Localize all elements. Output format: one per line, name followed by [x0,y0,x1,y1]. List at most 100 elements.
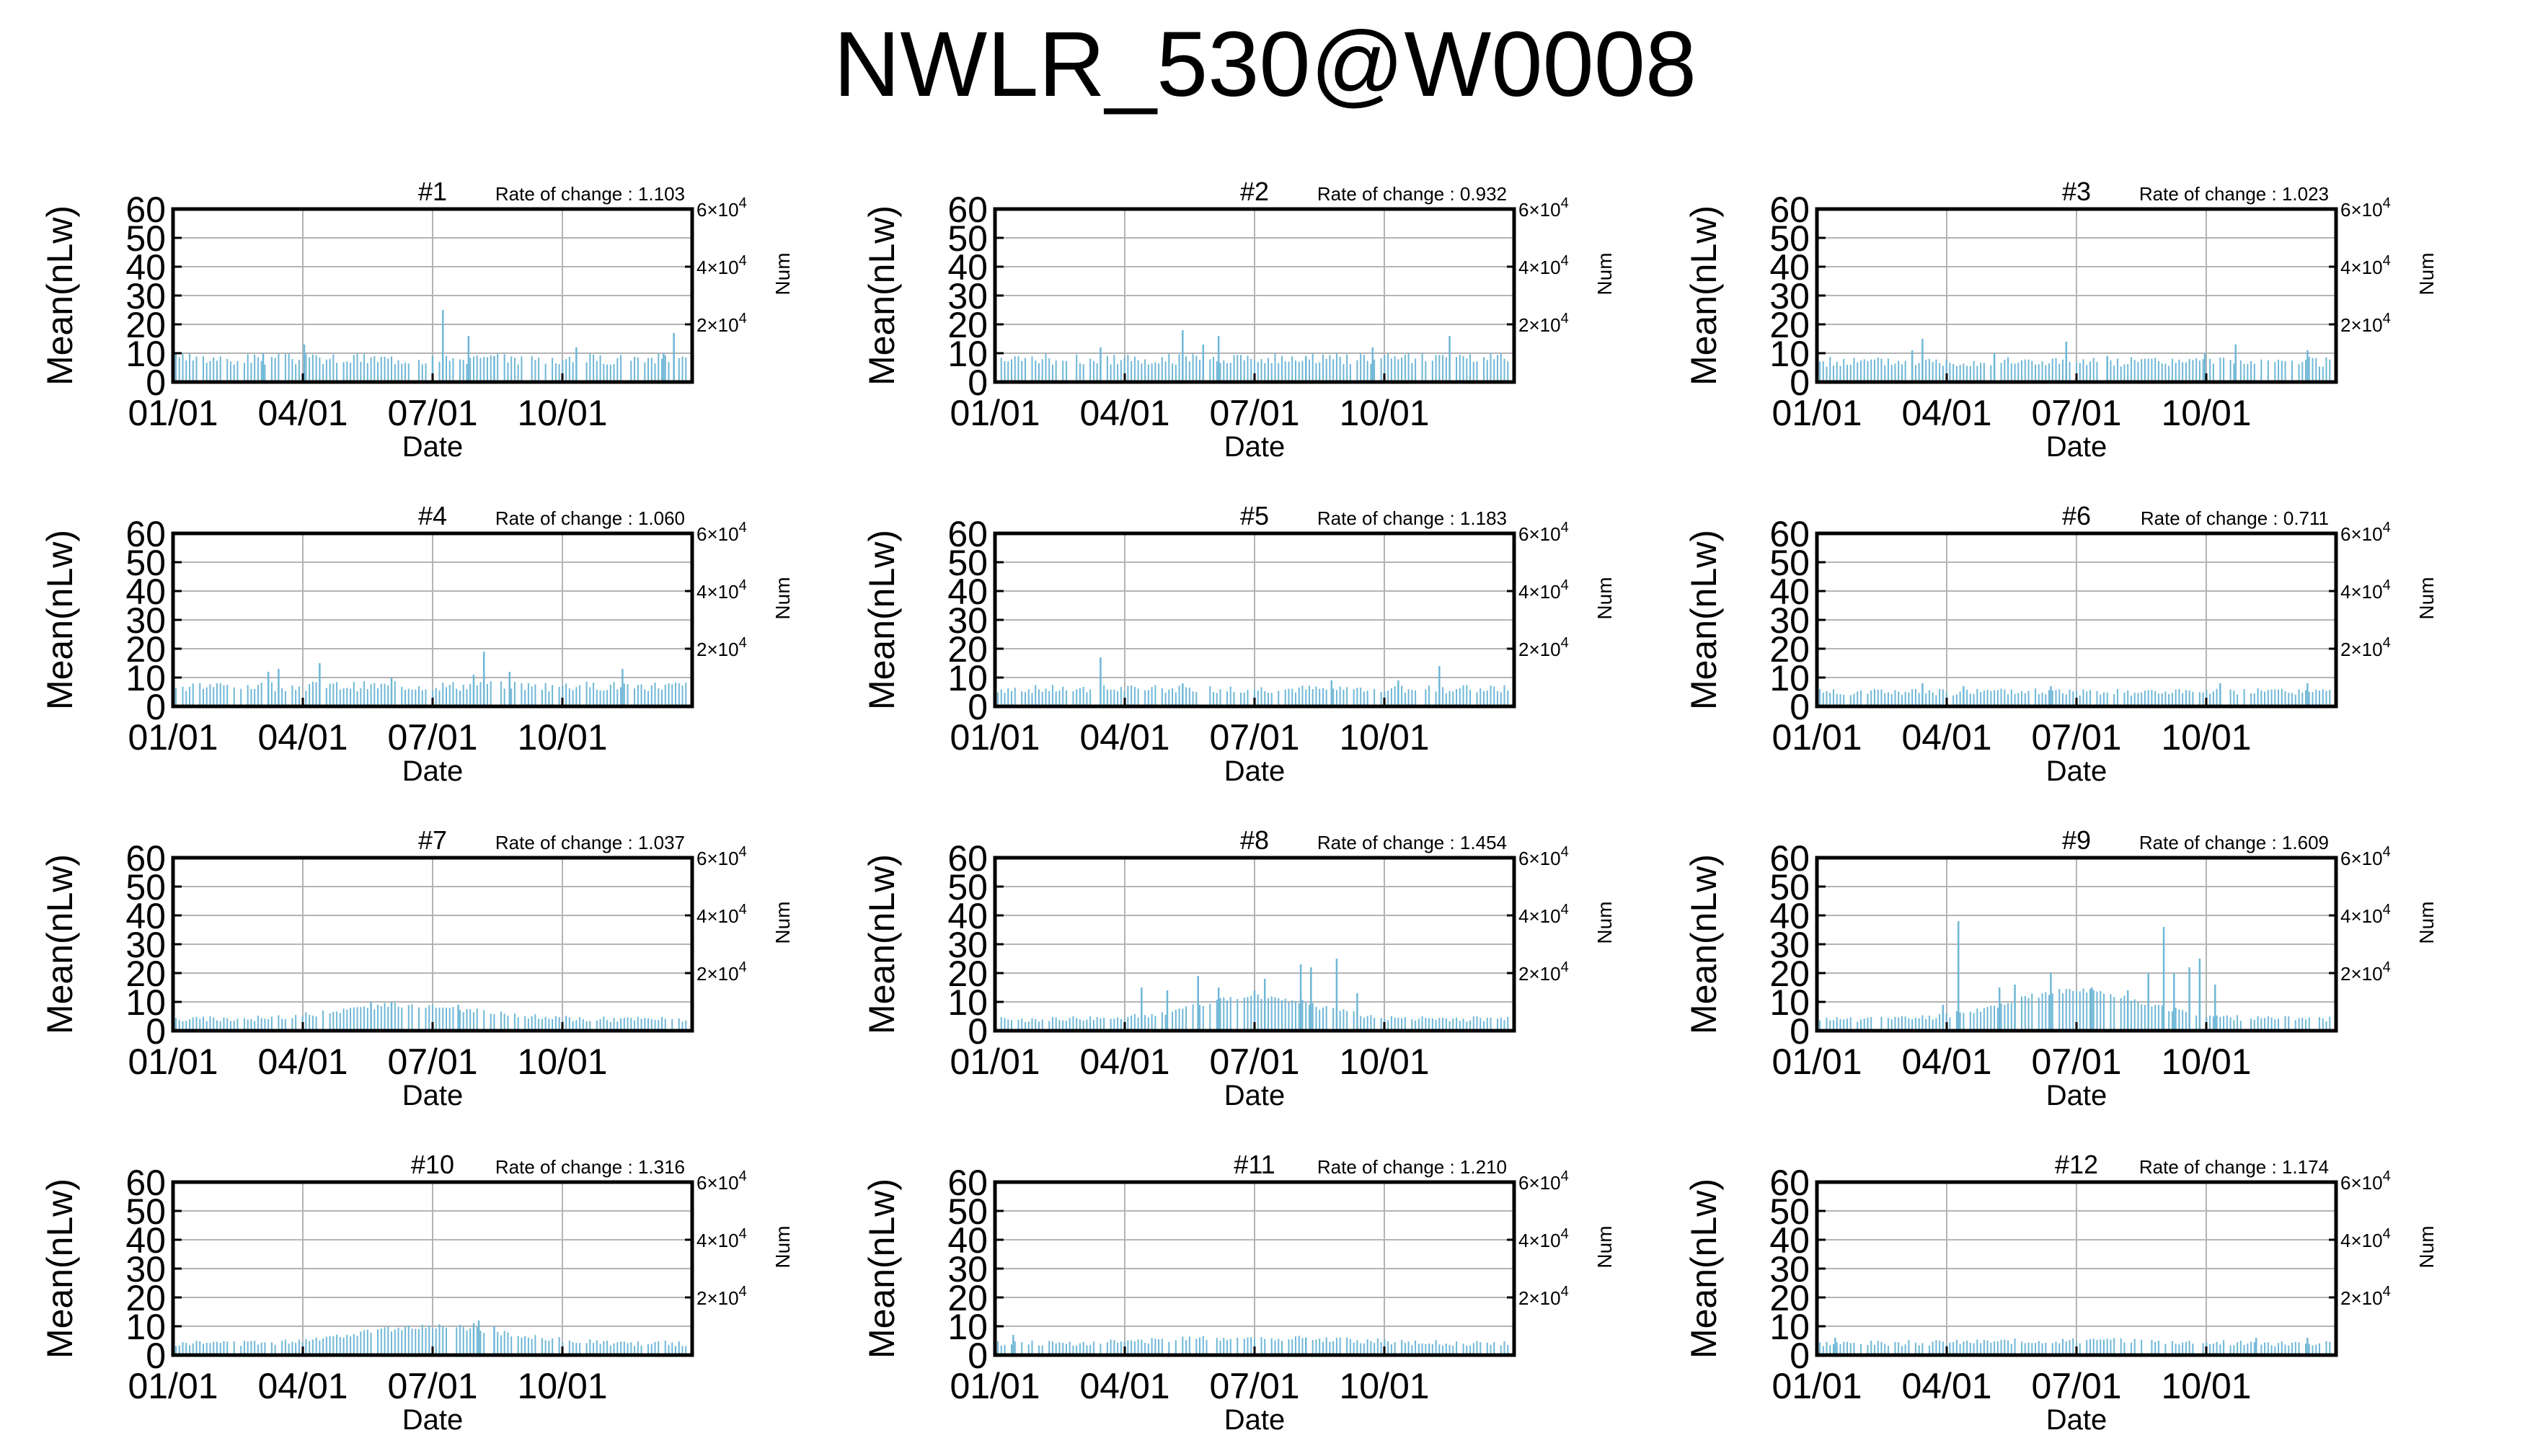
y2-tick-mantissa: 4×10 [1518,905,1561,927]
y2-tick-label: 4×104 [2340,577,2391,603]
x-axis-label: Date [402,431,464,463]
x-tick-label: 01/01 [950,717,1040,758]
x-tick-label: 10/01 [2161,1366,2251,1406]
y2-tick-mantissa: 6×10 [2340,848,2383,869]
y2-tick-label: 6×104 [2340,1168,2391,1194]
y-tick-label: 0 [1790,687,1810,727]
x-tick-label: 04/01 [257,717,348,758]
x-tick-label: 07/01 [2031,393,2121,433]
y-tick-label: 50 [1769,218,1810,259]
y-tick-label: 10 [125,658,166,698]
x-tick-label: 04/01 [1901,1042,1991,1082]
y-tick-label: 30 [1769,600,1810,641]
y2-tick-mantissa: 2×10 [1518,639,1561,660]
y2-tick-mantissa: 6×10 [1518,199,1561,221]
y2-tick-mantissa: 4×10 [2340,905,2383,927]
x-tick-label: 10/01 [1339,1042,1429,1082]
y-tick-label: 10 [947,334,988,374]
rate-of-change-label: Rate of change : 1.037 [495,832,685,853]
x-tick-label: 07/01 [1209,1366,1299,1406]
panel-title: #10 [411,1150,454,1179]
rate-of-change-label: Rate of change : 1.023 [2139,183,2329,205]
y2-tick-label: 6×104 [1518,195,1569,221]
y-tick-label: 20 [947,305,988,345]
x-axis-label: Date [2046,755,2107,787]
y2-tick-mantissa: 2×10 [2340,963,2383,985]
y-tick-label: 0 [968,687,988,727]
y-tick-label: 40 [947,896,988,936]
rate-of-change-label: Rate of change : 1.454 [1317,832,1507,853]
chart-panel: #7 Rate of change : 1.037 0 10 20 30 40 50 60 01/… [22,807,836,1132]
y2-tick-mantissa: 2×10 [2340,314,2383,336]
y2-tick-label: 4×104 [696,253,747,278]
y-axis-label: Mean(nLw) [862,854,902,1034]
y2-tick-exponent: 4 [2383,844,2391,860]
y2-axis-label: Num [1593,577,1616,619]
y-tick-label: 0 [146,363,166,403]
y-tick-label: 0 [968,1011,988,1052]
x-tick-label: 04/01 [1901,1366,1991,1406]
x-tick-label: 04/01 [257,1366,348,1406]
y2-axis-label: Num [2415,252,2438,295]
y-tick-label: 40 [947,1220,988,1261]
y-tick-label: 30 [947,600,988,641]
x-tick-label: 07/01 [387,393,477,433]
y2-tick-exponent: 4 [1561,195,1569,211]
rate-of-change-label: Rate of change : 1.174 [2139,1156,2329,1178]
x-tick-label: 01/01 [128,393,218,433]
y2-axis-label: Num [771,252,794,295]
y-tick-label: 20 [125,954,166,994]
y2-tick-label: 2×104 [2340,959,2391,985]
y2-tick-exponent: 4 [1561,1226,1569,1242]
y2-tick-exponent: 4 [739,311,747,327]
rate-of-change-label: Rate of change : 0.932 [1317,183,1507,205]
y2-axis-label: Num [1593,1225,1616,1268]
y2-tick-mantissa: 2×10 [696,1287,739,1309]
rate-of-change-label: Rate of change : 1.210 [1317,1156,1507,1178]
x-tick-label: 10/01 [2161,393,2251,433]
y-tick-label: 50 [1769,1191,1810,1232]
x-tick-label: 07/01 [1209,1042,1299,1082]
chart-panel: #2 Rate of change : 0.932 0 10 20 30 40 50 60 01/… [844,159,1658,483]
chart-panel: #4 Rate of change : 1.060 0 10 20 30 40 50 60 01/… [22,483,836,807]
y-tick-label: 10 [125,1307,166,1347]
y2-tick-mantissa: 6×10 [696,1172,739,1194]
y2-tick-mantissa: 2×10 [2340,639,2383,660]
y2-tick-exponent: 4 [2383,520,2391,536]
y-tick-label: 10 [125,982,166,1023]
y2-tick-label: 6×104 [2340,195,2391,221]
y2-tick-exponent: 4 [1561,253,1569,269]
x-tick-label: 07/01 [2031,717,2121,758]
y-tick-label: 60 [1769,1163,1810,1203]
y-axis-label: Mean(nLw) [1684,205,1724,386]
y-tick-label: 40 [1769,247,1810,288]
y2-tick-mantissa: 6×10 [2340,523,2383,545]
y-tick-label: 20 [947,954,988,994]
y-tick-label: 30 [947,276,988,316]
y-tick-label: 10 [1769,1307,1810,1347]
x-tick-label: 07/01 [2031,1042,2121,1082]
y2-tick-mantissa: 4×10 [696,905,739,927]
y-tick-label: 60 [947,514,988,554]
y-tick-label: 30 [947,1249,988,1289]
y2-tick-mantissa: 2×10 [1518,963,1561,985]
y2-axis-label: Num [771,1225,794,1268]
y-tick-label: 0 [1790,1011,1810,1052]
y-tick-label: 30 [947,925,988,965]
y2-tick-exponent: 4 [2383,1226,2391,1242]
y2-tick-exponent: 4 [739,1284,747,1300]
y2-tick-mantissa: 2×10 [2340,1287,2383,1309]
chart-panel: #5 Rate of change : 1.183 0 10 20 30 40 50 60 01/… [844,483,1658,807]
x-tick-label: 10/01 [2161,1042,2251,1082]
y2-tick-label: 6×104 [1518,844,1569,869]
y-tick-label: 20 [125,305,166,345]
x-tick-label: 10/01 [2161,717,2251,758]
y-tick-label: 50 [947,218,988,259]
y-tick-label: 20 [947,629,988,670]
y2-axis-label: Num [771,577,794,619]
y-tick-label: 30 [125,276,166,316]
